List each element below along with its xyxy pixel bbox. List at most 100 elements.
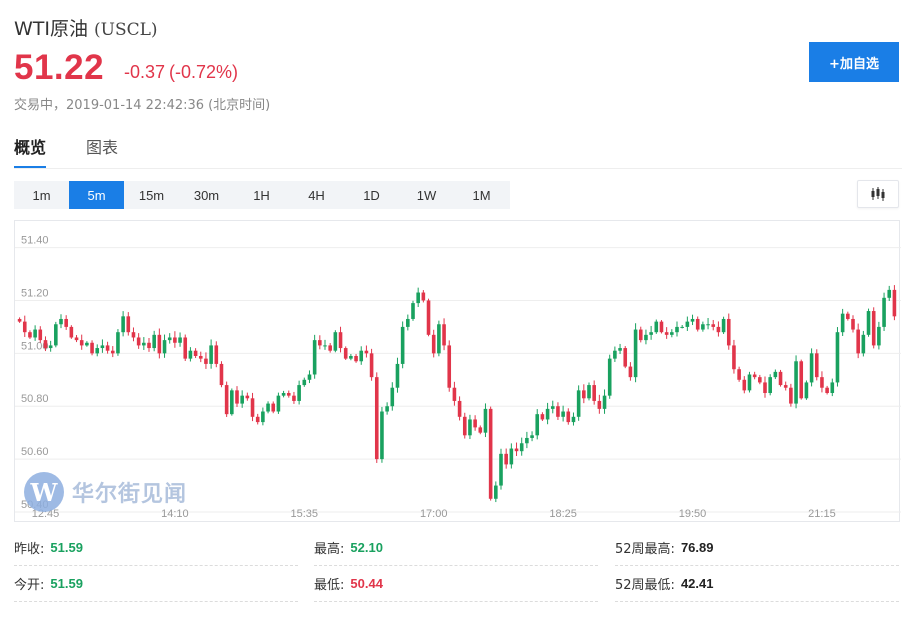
- candle-body: [804, 382, 809, 399]
- price-chart[interactable]: 51.4051.2051.0050.8050.6050.4012:4514:10…: [14, 220, 901, 522]
- stat-open: 今开: 51.59: [14, 566, 298, 602]
- candle-body: [126, 316, 131, 333]
- timezone-label: (北京时间): [208, 98, 271, 113]
- candle-body: [809, 353, 814, 383]
- candle-body: [431, 334, 436, 354]
- candle-body: [266, 403, 270, 412]
- candle-body: [349, 355, 353, 359]
- candle-body: [468, 419, 472, 436]
- x-tick-label: 21:15: [808, 508, 836, 520]
- candle-body: [276, 395, 281, 412]
- candle-body: [338, 332, 343, 349]
- candle-body: [421, 292, 426, 301]
- candle-body: [473, 419, 477, 428]
- interval-1w[interactable]: 1W: [416, 187, 437, 203]
- stat-52w-low: 52周最低: 42.41: [615, 566, 899, 602]
- candle-body: [685, 321, 690, 327]
- candlestick-chart-svg: 51.4051.2051.0050.8050.6050.4012:4514:10…: [15, 235, 901, 520]
- candle-body: [825, 387, 829, 394]
- interval-4h[interactable]: 4H: [308, 187, 325, 203]
- candle-body: [633, 329, 638, 378]
- stat-low: 最低: 50.44: [314, 566, 598, 602]
- candle-body: [136, 337, 141, 346]
- candle-body: [457, 400, 462, 417]
- candle-body: [297, 385, 301, 401]
- candle-body: [74, 337, 79, 341]
- candle-body: [406, 318, 410, 327]
- interval-5m[interactable]: 5m: [69, 181, 124, 209]
- candle-body: [152, 334, 156, 349]
- candle-body: [261, 411, 265, 423]
- candle-body: [664, 332, 669, 335]
- candle-body: [763, 382, 767, 394]
- candle-body: [695, 318, 700, 330]
- candle-body: [535, 414, 540, 436]
- candle-body: [354, 355, 358, 362]
- candle-body: [887, 289, 892, 298]
- candle-body: [851, 318, 855, 330]
- instrument-code: (USCL): [94, 20, 158, 40]
- candle-body: [690, 318, 695, 322]
- chart-type-button[interactable]: [857, 180, 899, 208]
- x-tick-label: 19:50: [679, 508, 707, 520]
- candle-body: [416, 292, 420, 304]
- candle-body: [442, 324, 446, 346]
- x-tick-label: 15:35: [291, 508, 319, 520]
- candle-body: [882, 297, 886, 327]
- candle-body: [623, 348, 628, 367]
- candle-body: [235, 390, 239, 404]
- candle-body: [209, 345, 213, 364]
- candle-body: [566, 411, 571, 423]
- candle-body: [618, 348, 622, 351]
- tabs-divider: [14, 168, 902, 169]
- candle-body: [178, 337, 182, 343]
- candle-body: [369, 353, 374, 378]
- candle-body: [33, 329, 37, 338]
- candle-body: [835, 332, 840, 383]
- candle-body: [545, 408, 550, 420]
- candle-body: [540, 414, 545, 420]
- tab-overview[interactable]: 概览: [14, 134, 47, 169]
- candle-body: [281, 393, 286, 396]
- candle-body: [380, 411, 384, 460]
- candle-body: [846, 313, 850, 319]
- candle-body: [499, 453, 503, 486]
- tab-chart[interactable]: 图表: [86, 138, 119, 157]
- candle-body: [343, 348, 348, 359]
- stat-label: 最高:: [314, 542, 345, 557]
- candle-body: [167, 337, 172, 341]
- candle-body: [768, 377, 772, 394]
- candle-body: [659, 321, 664, 333]
- candle-body: [312, 340, 317, 375]
- brand-watermark: W 华尔街见闻: [24, 472, 187, 512]
- x-tick-label: 18:25: [549, 508, 577, 520]
- interval-30m[interactable]: 30m: [193, 187, 220, 203]
- y-tick-label: 51.20: [21, 287, 49, 299]
- candle-body: [561, 411, 565, 417]
- status-time: 交易中，2019-01-14 22:42:36: [14, 98, 205, 113]
- candle-body: [820, 377, 824, 388]
- interval-1m[interactable]: 1m: [32, 187, 51, 203]
- candle-body: [219, 363, 224, 386]
- add-to-watchlist-button[interactable]: +加自选: [809, 42, 899, 82]
- price-change: -0.37 (-0.72%): [124, 62, 238, 83]
- candle-body: [494, 485, 498, 499]
- interval-1mo[interactable]: 1M: [472, 187, 491, 203]
- candle-body: [571, 416, 576, 423]
- candle-body: [255, 416, 260, 423]
- interval-1h[interactable]: 1H: [253, 187, 270, 203]
- candle-body: [292, 395, 296, 401]
- stat-label: 昨收:: [14, 542, 45, 557]
- interval-15m[interactable]: 15m: [138, 187, 165, 203]
- interval-1d[interactable]: 1D: [363, 187, 380, 203]
- candle-body: [706, 324, 710, 326]
- candle-body: [680, 326, 684, 328]
- candle-body: [799, 361, 804, 399]
- candle-body: [654, 321, 659, 333]
- candle-body: [17, 318, 22, 322]
- candle-body: [59, 318, 63, 325]
- candle-body: [830, 382, 835, 394]
- candle-body: [550, 406, 555, 409]
- candle-body: [576, 390, 581, 417]
- candle-body: [742, 379, 747, 391]
